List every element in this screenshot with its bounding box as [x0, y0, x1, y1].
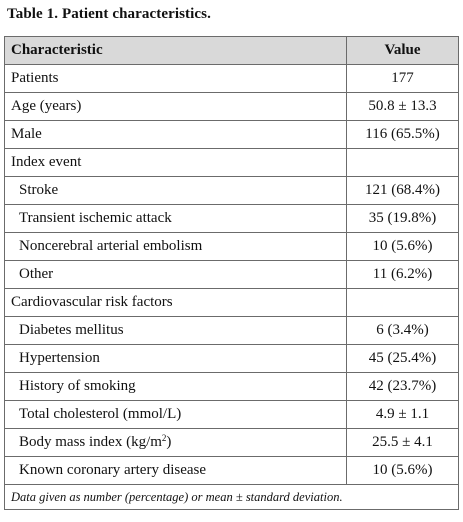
table-row: Age (years) 50.8 ± 13.3	[4, 92, 459, 121]
row-label: History of smoking	[4, 372, 347, 401]
row-label: Noncerebral arterial embolism	[4, 232, 347, 261]
row-label: Patients	[4, 64, 347, 93]
row-label: Age (years)	[4, 92, 347, 121]
table-footnote-row: Data given as number (percentage) or mea…	[4, 484, 459, 510]
table-footnote: Data given as number (percentage) or mea…	[4, 484, 459, 510]
row-value: 121 (68.4%)	[346, 176, 459, 205]
row-label: Diabetes mellitus	[4, 316, 347, 345]
table-row: Hypertension 45 (25.4%)	[4, 344, 459, 373]
table-row: History of smoking 42 (23.7%)	[4, 372, 459, 401]
row-value: 4.9 ± 1.1	[346, 400, 459, 429]
superscript-two: 2	[161, 433, 167, 443]
table-row: Noncerebral arterial embolism 10 (5.6%)	[4, 232, 459, 261]
row-value: 45 (25.4%)	[346, 344, 459, 373]
table-row: Transient ischemic attack 35 (19.8%)	[4, 204, 459, 233]
row-label: Transient ischemic attack	[4, 204, 347, 233]
section-label: Index event	[4, 148, 347, 177]
table-caption: Table 1. Patient characteristics.	[7, 6, 211, 22]
section-row-index-event: Index event	[4, 148, 459, 177]
table-row: Known coronary artery disease 10 (5.6%)	[4, 456, 459, 485]
section-row-cardiovascular-risk-factors: Cardiovascular risk factors	[4, 288, 459, 317]
row-label: Hypertension	[4, 344, 347, 373]
row-value	[346, 148, 459, 177]
table-row: Body mass index (kg/m2) 25.5 ± 4.1	[4, 428, 459, 457]
column-header-value: Value	[346, 36, 459, 65]
patient-characteristics-table: Characteristic Value Patients 177 Age (y…	[4, 36, 459, 510]
row-value: 177	[346, 64, 459, 93]
row-value: 50.8 ± 13.3	[346, 92, 459, 121]
table-row: Patients 177	[4, 64, 459, 93]
row-value: 35 (19.8%)	[346, 204, 459, 233]
row-label-text: Body mass index (kg/m	[19, 434, 162, 450]
row-label: Total cholesterol (mmol/L)	[4, 400, 347, 429]
column-header-characteristic: Characteristic	[4, 36, 347, 65]
table-row: Diabetes mellitus 6 (3.4%)	[4, 316, 459, 345]
row-value: 11 (6.2%)	[346, 260, 459, 289]
row-value	[346, 288, 459, 317]
row-value: 25.5 ± 4.1	[346, 428, 459, 457]
table-row: Total cholesterol (mmol/L) 4.9 ± 1.1	[4, 400, 459, 429]
table-row: Other 11 (6.2%)	[4, 260, 459, 289]
table-header-row: Characteristic Value	[4, 36, 459, 65]
row-value: 10 (5.6%)	[346, 232, 459, 261]
table-row: Male 116 (65.5%)	[4, 120, 459, 149]
row-value: 116 (65.5%)	[346, 120, 459, 149]
row-label: Stroke	[4, 176, 347, 205]
table-row: Stroke 121 (68.4%)	[4, 176, 459, 205]
row-label: Male	[4, 120, 347, 149]
row-value: 42 (23.7%)	[346, 372, 459, 401]
row-value: 6 (3.4%)	[346, 316, 459, 345]
row-label: Known coronary artery disease	[4, 456, 347, 485]
row-value: 10 (5.6%)	[346, 456, 459, 485]
row-label-suffix: )	[166, 434, 172, 450]
row-label: Other	[4, 260, 347, 289]
section-label: Cardiovascular risk factors	[4, 288, 347, 317]
row-label: Body mass index (kg/m2)	[4, 428, 347, 457]
